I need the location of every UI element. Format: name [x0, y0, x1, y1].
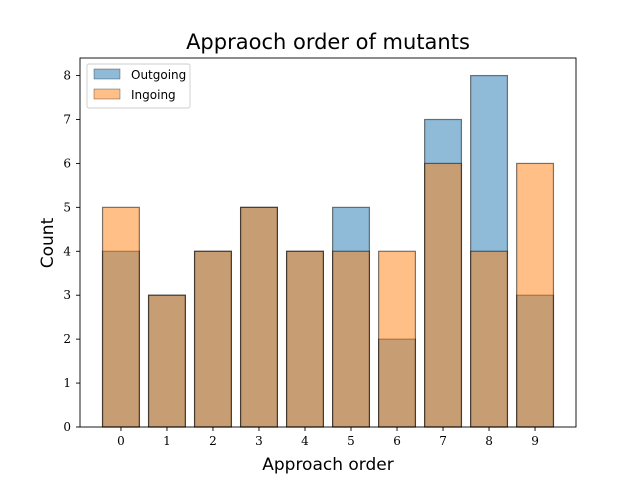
legend-swatch-ingoing	[93, 88, 121, 100]
legend: Outgoing Ingoing	[86, 63, 191, 109]
x-tick-label-2: 2	[209, 434, 217, 448]
x-tick-label-8: 8	[485, 434, 493, 448]
bar-ingoing-2	[193, 250, 232, 428]
legend-swatch-outgoing	[93, 68, 121, 80]
x-tick-label-7: 7	[439, 434, 447, 448]
x-axis-label: Approach order	[262, 455, 394, 475]
bar-ingoing-1	[147, 294, 186, 428]
x-tick-label-1: 1	[163, 434, 171, 448]
y-tick-label-3: 3	[63, 288, 71, 302]
y-tick-label-0: 0	[63, 420, 71, 434]
bar-ingoing-7	[424, 162, 463, 428]
bars-layer	[101, 74, 555, 428]
y-axis-ticks: 0 1 2 3 4 5 6 7 8	[63, 69, 80, 434]
bar-ingoing-9	[516, 162, 555, 428]
bar-ingoing-6	[378, 250, 417, 428]
bar-ingoing-0	[101, 206, 140, 428]
chart-title: Appraoch order of mutants	[186, 30, 470, 54]
x-tick-label-0: 0	[117, 434, 125, 448]
y-tick-label-2: 2	[63, 332, 71, 346]
plot-frame	[79, 57, 577, 428]
x-tick-label-5: 5	[347, 434, 355, 448]
x-tick-label-3: 3	[255, 434, 263, 448]
x-tick-label-4: 4	[301, 434, 309, 448]
y-tick-label-5: 5	[63, 200, 71, 214]
legend-label-ingoing: Ingoing	[131, 88, 176, 102]
bar-ingoing-4	[285, 250, 324, 428]
y-tick-label-1: 1	[63, 376, 71, 390]
y-tick-label-7: 7	[63, 113, 71, 127]
bar-ingoing-5	[332, 250, 371, 428]
x-tick-label-6: 6	[393, 434, 401, 448]
bar-ingoing-3	[239, 206, 278, 428]
x-axis-ticks: 0 1 2 3 4 5 6 7 8 9	[117, 427, 539, 448]
y-tick-label-8: 8	[63, 69, 71, 83]
y-tick-label-6: 6	[63, 156, 71, 170]
bar-ingoing-8	[470, 250, 509, 428]
x-tick-label-9: 9	[531, 434, 539, 448]
y-tick-label-4: 4	[63, 244, 71, 258]
legend-label-outgoing: Outgoing	[131, 68, 186, 82]
y-axis-label: Count	[38, 217, 58, 268]
